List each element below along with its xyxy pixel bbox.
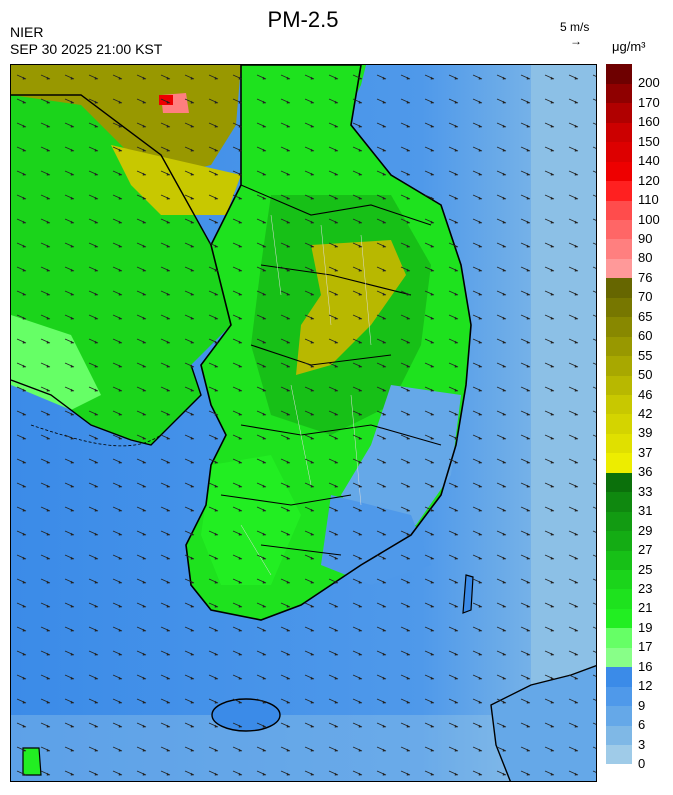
legend-swatch	[606, 122, 632, 143]
legend-tick-label: 80	[638, 250, 653, 266]
legend-swatch	[606, 219, 632, 240]
legend-tick-label: 16	[638, 658, 653, 674]
legend-tick-label: 150	[638, 133, 660, 149]
legend-tick-label: 39	[638, 425, 653, 441]
legend-tick-label: 0	[638, 756, 646, 771]
legend-tick-label: 60	[638, 328, 653, 344]
color-legend	[606, 64, 632, 765]
legend-swatch	[606, 102, 632, 123]
legend-swatch	[606, 414, 632, 434]
legend-swatch	[606, 686, 632, 707]
legend-tick-label: 55	[638, 347, 653, 363]
wind-scale-arrow-icon: →	[570, 34, 582, 48]
legend-tick-label: 31	[638, 503, 653, 519]
legend-tick-label: 25	[638, 561, 653, 577]
legend-tick-label: 9	[638, 697, 646, 713]
legend-tick-label: 42	[638, 406, 653, 421]
legend-tick-label: 36	[638, 464, 653, 480]
legend-swatch	[606, 161, 632, 182]
legend-swatch	[606, 394, 632, 415]
map-canvas	[11, 65, 596, 781]
legend-swatch	[606, 316, 632, 337]
wind-scale-label: 5 m/s	[560, 20, 590, 34]
agency-label: NIER	[10, 24, 44, 40]
legend-swatch	[606, 744, 632, 765]
legend-tick-label: 200	[638, 75, 660, 91]
pm25-map	[10, 64, 597, 782]
legend-tick-label: 46	[638, 386, 653, 402]
legend-swatch	[606, 705, 632, 726]
legend-tick-label: 65	[638, 308, 653, 324]
legend-tick-label: 29	[638, 522, 653, 538]
legend-tick-label: 33	[638, 483, 653, 499]
legend-swatch	[606, 647, 632, 668]
legend-swatch	[606, 589, 632, 609]
legend-tick-label: 70	[638, 289, 653, 305]
legend-swatch	[606, 141, 632, 162]
legend-swatch	[606, 355, 632, 376]
legend-swatch	[606, 200, 632, 221]
legend-swatch	[606, 277, 632, 298]
legend-tick-label: 90	[638, 231, 653, 246]
legend-swatch	[606, 239, 632, 259]
legend-tick-label: 50	[638, 367, 653, 383]
legend-swatch	[606, 491, 632, 512]
legend-swatch	[606, 472, 632, 493]
legend-swatch	[606, 180, 632, 201]
legend-tick-label: 100	[638, 211, 660, 227]
legend-tick-label: 76	[638, 269, 653, 285]
legend-swatch	[606, 452, 632, 473]
legend-swatch	[606, 258, 632, 279]
legend-tick-label: 23	[638, 581, 653, 596]
legend-swatch	[606, 608, 632, 629]
legend-tick-label: 37	[638, 444, 653, 460]
legend-swatch	[606, 725, 632, 746]
legend-swatch	[606, 297, 632, 318]
legend-tick-label: 17	[638, 639, 653, 655]
legend-swatch	[606, 627, 632, 648]
legend-swatch	[606, 64, 632, 84]
legend-swatch	[606, 511, 632, 532]
unit-label: μg/m³	[612, 39, 646, 54]
legend-tick-label: 140	[638, 153, 660, 169]
legend-tick-label: 21	[638, 600, 653, 616]
legend-tick-label: 110	[638, 192, 659, 208]
legend-swatch	[606, 666, 632, 687]
forecast-timestamp: SEP 30 2025 21:00 KST	[10, 41, 163, 57]
legend-swatch	[606, 83, 632, 104]
legend-swatch	[606, 336, 632, 357]
legend-tick-label: 6	[638, 717, 646, 733]
legend-swatch	[606, 569, 632, 590]
legend-swatch	[606, 530, 632, 551]
legend-tick-label: 19	[638, 619, 653, 635]
legend-swatch	[606, 550, 632, 571]
legend-tick-label: 12	[638, 678, 653, 694]
legend-swatch	[606, 433, 632, 454]
legend-tick-label: 27	[638, 542, 653, 558]
legend-tick-label: 3	[638, 736, 646, 752]
wind-vectors	[11, 65, 596, 781]
map-title: PM-2.5	[267, 7, 339, 32]
legend-tick-label: 170	[638, 94, 660, 110]
legend-swatch	[606, 375, 632, 396]
legend-tick-label: 160	[638, 114, 660, 130]
legend-tick-label: 120	[638, 172, 660, 188]
